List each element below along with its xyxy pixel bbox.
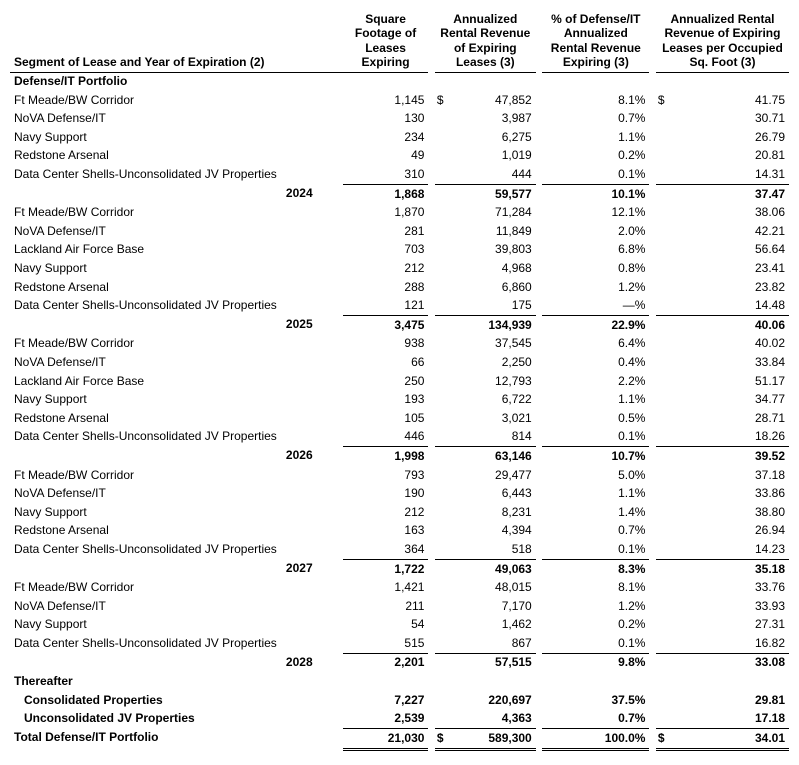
header-row: Segment of Lease and Year of Expiration …	[10, 10, 789, 72]
year-subtotal: 20241,86859,57710.1%37.47	[10, 185, 789, 204]
row-label: Data Center Shells-Unconsolidated JV Pro…	[10, 428, 343, 447]
row-label: Ft Meade/BW Corridor	[10, 91, 343, 110]
table-row: Navy Support1936,7221.1%34.77	[10, 391, 789, 410]
row-label: Redstone Arsenal	[10, 278, 343, 297]
table-row: Navy Support2124,9680.8%23.41	[10, 260, 789, 279]
year-subtotal: 20261,99863,14610.7%39.52	[10, 447, 789, 466]
table-row: Ft Meade/BW Corridor93837,5456.4%40.02	[10, 335, 789, 354]
row-label: Redstone Arsenal	[10, 147, 343, 166]
table-row: Redstone Arsenal1634,3940.7%26.94	[10, 522, 789, 541]
row-label: Ft Meade/BW Corridor	[10, 466, 343, 485]
table-row: Data Center Shells-Unconsolidated JV Pro…	[10, 297, 789, 316]
col-pct: % of Defense/IT Annualized Rental Revenu…	[542, 10, 649, 72]
row-label: Lackland Air Force Base	[10, 372, 343, 391]
table-row: Data Center Shells-Unconsolidated JV Pro…	[10, 540, 789, 559]
table-row: Ft Meade/BW Corridor1,42148,0158.1%33.76	[10, 579, 789, 598]
table-row: Redstone Arsenal1053,0210.5%28.71	[10, 409, 789, 428]
row-label: NoVA Defense/IT	[10, 222, 343, 241]
row-label: Ft Meade/BW Corridor	[10, 335, 343, 354]
row-label: Navy Support	[10, 260, 343, 279]
row-label: Ft Meade/BW Corridor	[10, 579, 343, 598]
table-row: Navy Support2346,2751.1%26.79	[10, 128, 789, 147]
table-row: Unconsolidated JV Properties2,5394,3630.…	[10, 710, 789, 729]
year-subtotal: 20271,72249,0638.3%35.18	[10, 560, 789, 579]
col-segment: Segment of Lease and Year of Expiration …	[10, 10, 343, 72]
row-label: Data Center Shells-Unconsolidated JV Pro…	[10, 634, 343, 653]
lease-expiration-table: Segment of Lease and Year of Expiration …	[10, 10, 789, 751]
row-label: Navy Support	[10, 128, 343, 147]
row-label: Data Center Shells-Unconsolidated JV Pro…	[10, 297, 343, 316]
table-row: Data Center Shells-Unconsolidated JV Pro…	[10, 166, 789, 185]
year-subtotal: 20253,475134,93922.9%40.06	[10, 316, 789, 335]
row-label: Consolidated Properties	[10, 691, 343, 710]
row-label: Data Center Shells-Unconsolidated JV Pro…	[10, 166, 343, 185]
year-subtotal: 20282,20157,5159.8%33.08	[10, 653, 789, 672]
row-label: Ft Meade/BW Corridor	[10, 204, 343, 223]
table-row: Data Center Shells-Unconsolidated JV Pro…	[10, 428, 789, 447]
table-row: Redstone Arsenal2886,8601.2%23.82	[10, 278, 789, 297]
row-label: Redstone Arsenal	[10, 522, 343, 541]
table-row: Ft Meade/BW Corridor79329,4775.0%37.18	[10, 466, 789, 485]
col-psf: Annualized Rental Revenue of Expiring Le…	[656, 10, 789, 72]
col-revenue: Annualized Rental Revenue of Expiring Le…	[435, 10, 536, 72]
row-label: Lackland Air Force Base	[10, 241, 343, 260]
col-sqft: Square Footage of Leases Expiring	[343, 10, 429, 72]
row-label: NoVA Defense/IT	[10, 597, 343, 616]
row-label: Unconsolidated JV Properties	[10, 710, 343, 729]
section-title: Defense/IT Portfolio	[10, 72, 789, 91]
table-row: Redstone Arsenal491,0190.2%20.81	[10, 147, 789, 166]
table-row: NoVA Defense/IT2117,1701.2%33.93	[10, 597, 789, 616]
grand-total: Total Defense/IT Portfolio21,030$589,300…	[10, 729, 789, 750]
row-label: Navy Support	[10, 503, 343, 522]
row-label: NoVA Defense/IT	[10, 353, 343, 372]
table-row: Consolidated Properties7,227220,69737.5%…	[10, 691, 789, 710]
table-row: Ft Meade/BW Corridor1,145$47,8528.1%$41.…	[10, 91, 789, 110]
table-row: Data Center Shells-Unconsolidated JV Pro…	[10, 634, 789, 653]
row-label: Redstone Arsenal	[10, 409, 343, 428]
table-row: Lackland Air Force Base25012,7932.2%51.1…	[10, 372, 789, 391]
thereafter-title: Thereafter	[10, 673, 789, 692]
row-label: Navy Support	[10, 391, 343, 410]
table-row: Navy Support2128,2311.4%38.80	[10, 503, 789, 522]
row-label: Data Center Shells-Unconsolidated JV Pro…	[10, 540, 343, 559]
row-label: NoVA Defense/IT	[10, 485, 343, 504]
row-label: Navy Support	[10, 616, 343, 635]
table-row: Lackland Air Force Base70339,8036.8%56.6…	[10, 241, 789, 260]
table-row: NoVA Defense/IT662,2500.4%33.84	[10, 353, 789, 372]
table-row: NoVA Defense/IT1906,4431.1%33.86	[10, 485, 789, 504]
row-label: NoVA Defense/IT	[10, 110, 343, 129]
table-row: NoVA Defense/IT1303,9870.7%30.71	[10, 110, 789, 129]
table-row: NoVA Defense/IT28111,8492.0%42.21	[10, 222, 789, 241]
table-row: Ft Meade/BW Corridor1,87071,28412.1%38.0…	[10, 204, 789, 223]
table-row: Navy Support541,4620.2%27.31	[10, 616, 789, 635]
